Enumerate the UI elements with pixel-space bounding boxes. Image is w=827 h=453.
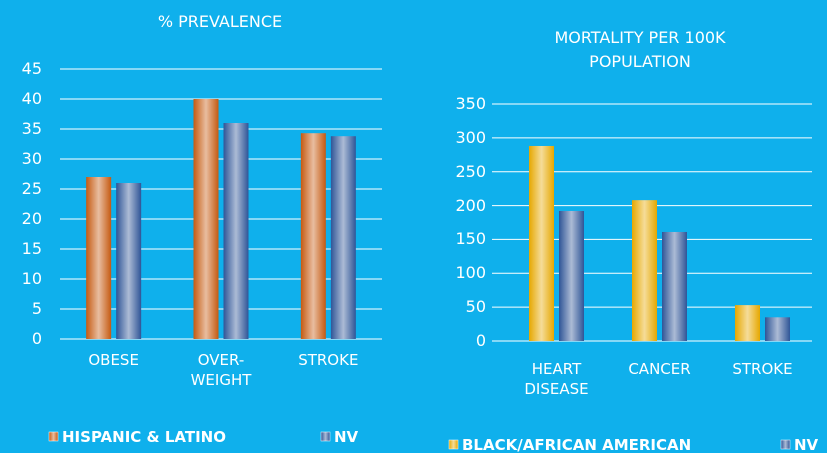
bar (116, 183, 142, 339)
bar (193, 99, 219, 339)
y-tick-label: 350 (455, 94, 486, 113)
y-tick-label: 100 (455, 263, 486, 283)
legend-label: NV (334, 428, 359, 446)
y-tick-label: 20 (21, 209, 42, 228)
y-tick-label: 0 (31, 329, 42, 348)
y-tick-label: 35 (21, 119, 42, 138)
x-tick-label: CANCER (628, 360, 691, 378)
y-tick-label: 30 (21, 149, 42, 168)
legend-swatch (780, 439, 791, 450)
y-tick-label: 150 (455, 229, 486, 249)
x-tick-label: OVER-WEIGHT (190, 351, 252, 389)
y-tick-label: 200 (455, 195, 486, 215)
y-tick-label: 50 (465, 297, 486, 317)
bar (300, 133, 326, 339)
legend-swatch (448, 439, 459, 450)
y-tick-label: 25 (21, 179, 42, 198)
y-tick-label: 10 (21, 269, 42, 288)
bar (330, 136, 356, 339)
bar (223, 123, 249, 339)
bar (735, 305, 760, 341)
x-tick-label: STROKE (732, 360, 793, 378)
y-tick-label: 40 (21, 89, 42, 108)
chart-title: % PREVALENCE (157, 12, 283, 31)
x-tick-label: OBESE (88, 351, 139, 369)
bar (632, 200, 657, 341)
y-tick-label: 300 (455, 127, 486, 147)
bar (529, 145, 554, 341)
y-tick-label: 250 (455, 161, 486, 181)
bar (559, 210, 584, 341)
legend-label: HISPANIC & LATINO (62, 428, 226, 446)
legend-swatch (320, 431, 331, 442)
y-tick-label: 15 (21, 239, 42, 258)
y-tick-label: 45 (21, 59, 42, 78)
y-tick-label: 0 (475, 331, 486, 350)
chart-title: MORTALITY PER 100K POPULATION (554, 28, 726, 71)
y-tick-label: 5 (31, 299, 42, 318)
bar (662, 231, 687, 341)
x-tick-label: HEART DISEASE (524, 360, 589, 398)
legend-label: BLACK/AFRICAN AMERICAN (462, 436, 692, 453)
bar (765, 317, 790, 341)
bar (86, 177, 112, 339)
legend-label: NV (794, 436, 819, 453)
legend-swatch (48, 431, 59, 442)
x-tick-label: STROKE (298, 351, 359, 369)
